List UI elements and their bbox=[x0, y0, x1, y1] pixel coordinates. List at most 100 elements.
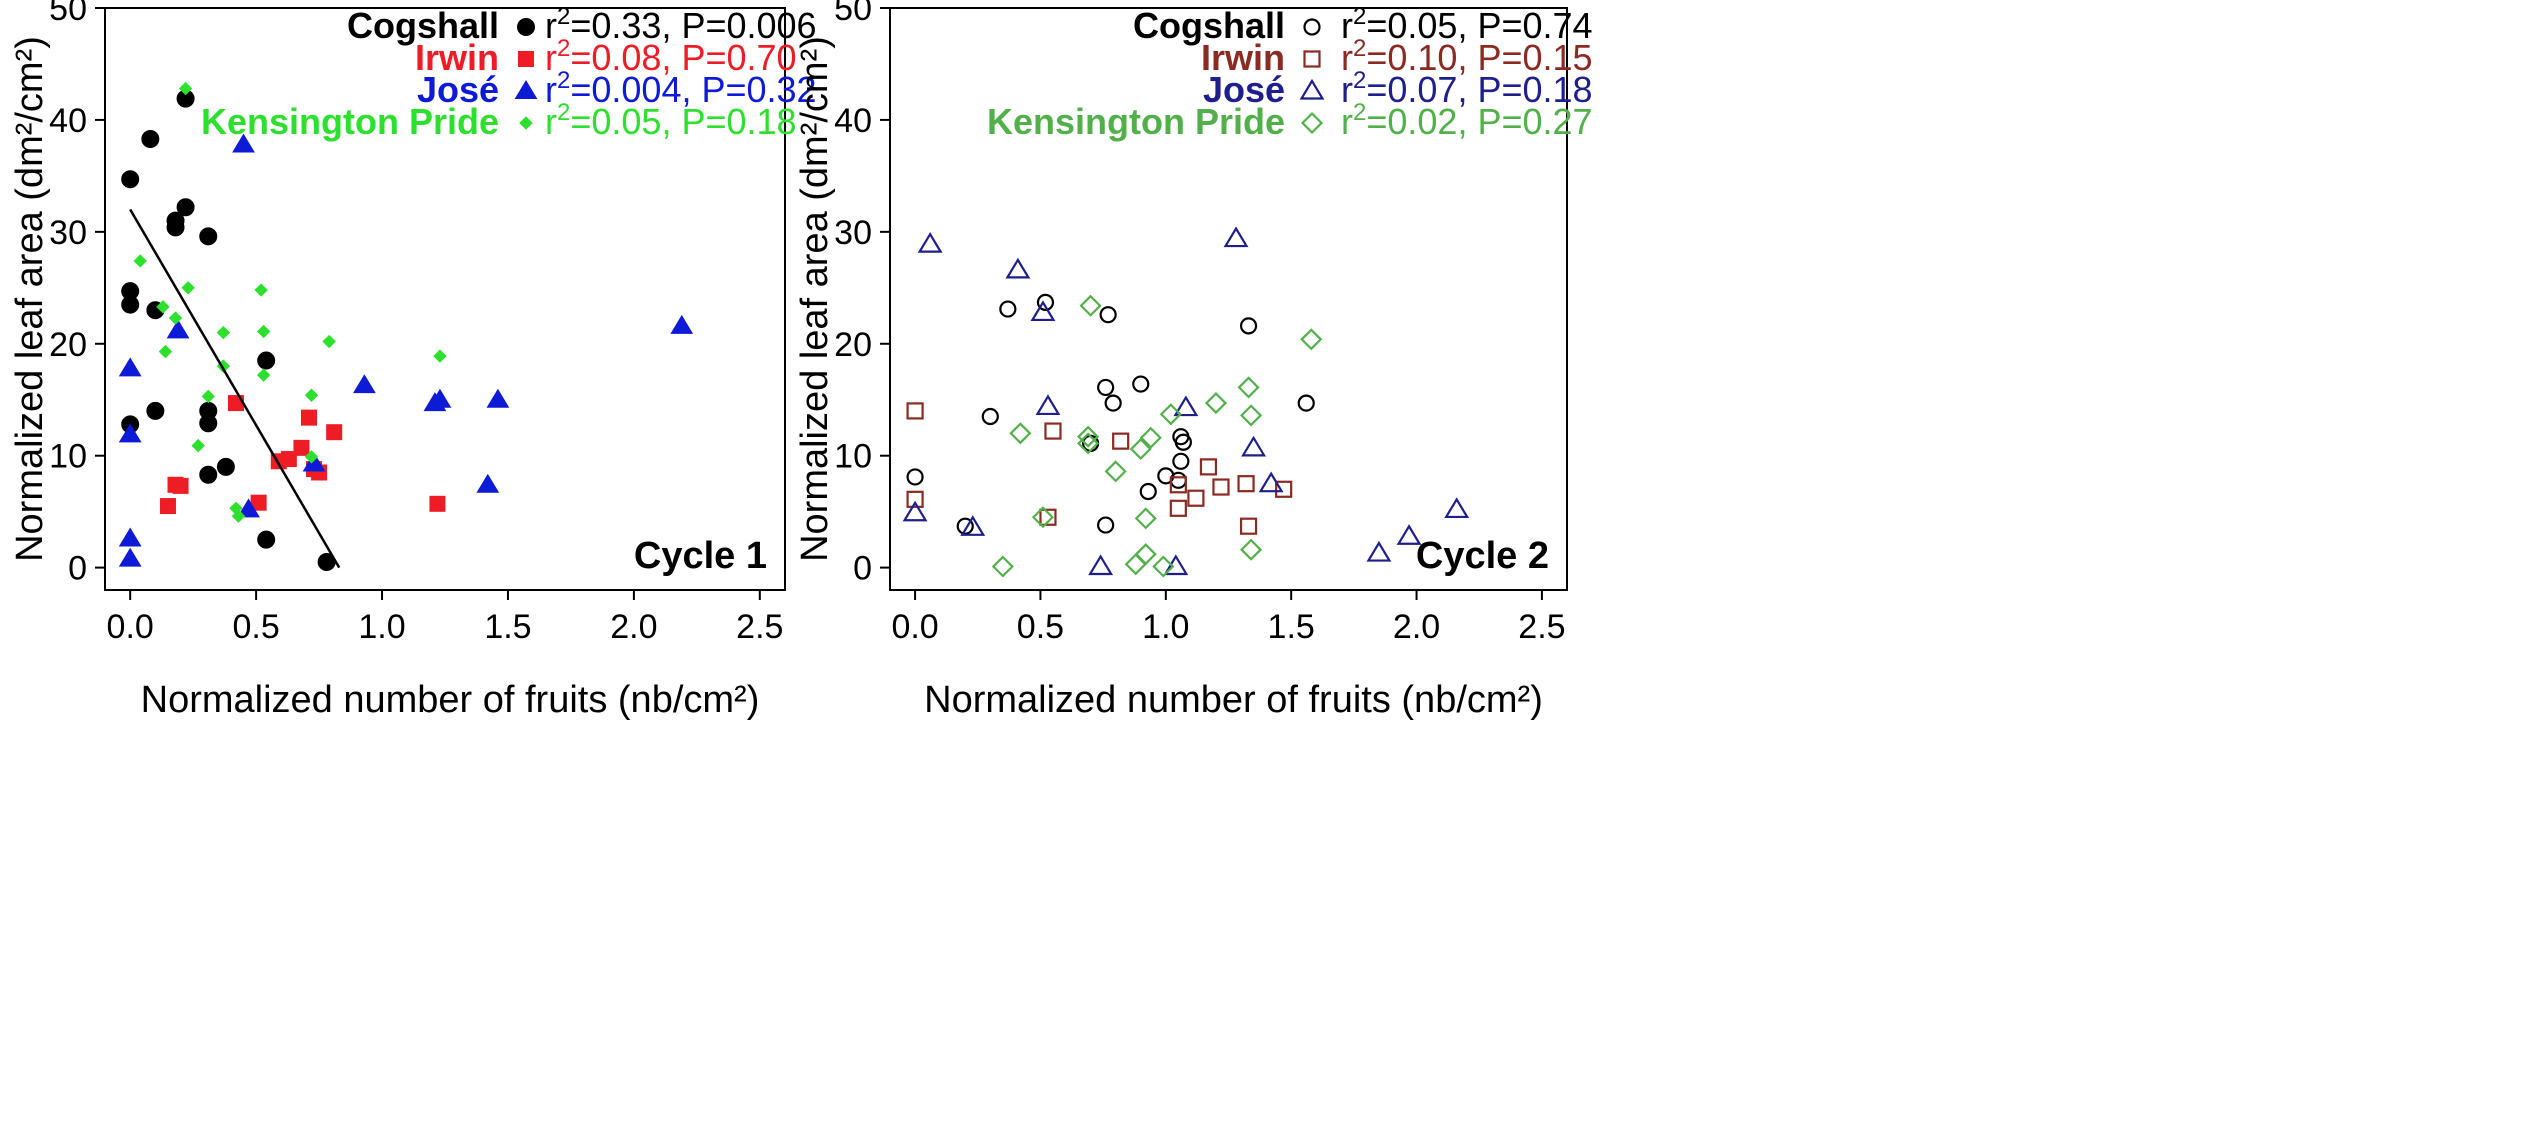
data-point bbox=[906, 402, 924, 420]
y-tick-label: 30 bbox=[834, 214, 872, 252]
data-point bbox=[486, 388, 510, 408]
data-point bbox=[121, 295, 140, 314]
legend-stat-jose: r2=0.07, P=0.18 bbox=[1341, 67, 1593, 110]
y-tick-label: 50 bbox=[834, 0, 872, 28]
data-point bbox=[293, 439, 310, 456]
data-point bbox=[429, 495, 446, 512]
panel-label: Cycle 2 bbox=[1416, 535, 1549, 577]
data-point bbox=[1396, 524, 1422, 545]
data-point bbox=[1124, 553, 1147, 576]
panel-cycle-1: 0 10 20 30 40 50 0.0 0.5 1.0 1.5 2.0 2.5 Normalized … bbox=[9, 0, 817, 721]
data-point bbox=[999, 300, 1017, 318]
data-point bbox=[118, 423, 142, 443]
data-point bbox=[1172, 452, 1190, 470]
data-point bbox=[353, 374, 376, 394]
data-point bbox=[158, 344, 173, 359]
data-point bbox=[216, 457, 235, 476]
data-point bbox=[1104, 394, 1122, 412]
data-point bbox=[141, 129, 160, 148]
data-point bbox=[166, 218, 185, 237]
data-point bbox=[172, 477, 189, 494]
data-point bbox=[428, 388, 452, 408]
data-point bbox=[1173, 395, 1199, 417]
y-tick-label: 50 bbox=[49, 0, 87, 28]
data-point bbox=[201, 389, 215, 404]
x-tick-label: 0.5 bbox=[1017, 608, 1064, 646]
data-point bbox=[121, 170, 140, 189]
data-point bbox=[1275, 480, 1293, 498]
x-tick-label: 0.0 bbox=[891, 608, 938, 646]
data-point bbox=[280, 451, 297, 468]
x-tick-label: 2.0 bbox=[610, 608, 657, 646]
legend-stat-irwin: r2=0.10, P=0.15 bbox=[1341, 35, 1593, 78]
legend-name-jose: José bbox=[417, 69, 499, 110]
data-point bbox=[302, 452, 326, 472]
data-point bbox=[1239, 517, 1258, 535]
legend: Cogshall r2=0.33, P=0.006 Irwin r2=0.08, P=… bbox=[201, 3, 817, 142]
data-point bbox=[1237, 376, 1260, 399]
data-point bbox=[1036, 293, 1055, 311]
series-jose bbox=[902, 226, 1470, 576]
y-tick-label: 20 bbox=[834, 326, 872, 364]
data-point bbox=[216, 325, 231, 340]
series-kensington-pride bbox=[133, 81, 447, 523]
trendline-cogshall bbox=[129, 208, 341, 569]
data-point bbox=[1258, 471, 1284, 493]
series-irwin bbox=[906, 402, 1293, 535]
data-point bbox=[199, 465, 218, 484]
data-point bbox=[917, 232, 943, 253]
data-point bbox=[433, 349, 447, 363]
series-irwin bbox=[159, 395, 446, 515]
data-point bbox=[1112, 432, 1130, 450]
data-point bbox=[1009, 422, 1032, 445]
series-kensington-pride bbox=[991, 294, 1323, 578]
data-point bbox=[1240, 404, 1263, 427]
data-point bbox=[1104, 460, 1127, 483]
x-tick-label: 0.0 bbox=[107, 608, 154, 646]
data-point bbox=[1139, 482, 1157, 501]
x-tick-label: 2.0 bbox=[1393, 608, 1440, 646]
data-point bbox=[322, 334, 336, 349]
y-tick-label: 40 bbox=[49, 102, 87, 140]
legend-name-cogshall: Cogshall bbox=[347, 5, 499, 46]
data-point bbox=[159, 498, 176, 515]
data-point bbox=[1099, 306, 1117, 324]
data-point bbox=[257, 351, 276, 370]
x-tick-label: 0.5 bbox=[232, 608, 279, 646]
data-point bbox=[1223, 226, 1249, 248]
data-point bbox=[1241, 435, 1267, 457]
data-point bbox=[1212, 478, 1230, 496]
data-point bbox=[1134, 543, 1157, 566]
x-tick-label: 1.0 bbox=[1142, 608, 1189, 646]
series-jose bbox=[118, 133, 694, 567]
data-point bbox=[1134, 507, 1157, 530]
legend-name-kensington-pride: Kensington Pride bbox=[201, 101, 499, 142]
x-axis-title: Normalized number of fruits (nb/cm²) bbox=[141, 679, 760, 721]
data-point bbox=[1139, 426, 1162, 449]
y-tick-label: 0 bbox=[853, 550, 872, 588]
data-point bbox=[906, 468, 924, 486]
y-tick-label: 30 bbox=[49, 214, 87, 252]
data-point bbox=[256, 368, 271, 382]
data-point bbox=[1444, 497, 1470, 519]
plot-frame bbox=[104, 7, 786, 591]
data-point bbox=[1035, 394, 1061, 416]
data-point bbox=[981, 407, 999, 426]
data-point bbox=[1239, 317, 1258, 335]
y-axis-title: Normalized leaf area (dm²/cm²) bbox=[794, 36, 836, 562]
data-point bbox=[1366, 540, 1392, 562]
data-point bbox=[1030, 300, 1056, 322]
data-point bbox=[1097, 516, 1115, 534]
x-tick-label: 1.0 bbox=[358, 608, 405, 646]
data-point bbox=[178, 81, 193, 96]
data-point bbox=[156, 300, 170, 314]
legend-marker-irwin bbox=[518, 51, 534, 67]
legend-stat-jose: r2=0.004, P=0.32 bbox=[545, 67, 817, 110]
data-point bbox=[181, 281, 195, 295]
y-tick-label: 10 bbox=[834, 438, 872, 476]
data-point bbox=[118, 527, 142, 547]
data-point bbox=[166, 319, 190, 339]
y-tick-label: 10 bbox=[49, 438, 87, 476]
data-point bbox=[991, 555, 1014, 578]
data-point bbox=[1097, 378, 1115, 397]
